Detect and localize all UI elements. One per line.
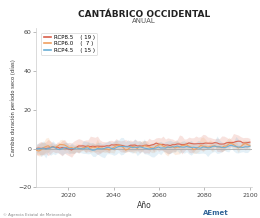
- Title: CANTÁBRICO OCCIDENTAL: CANTÁBRICO OCCIDENTAL: [78, 10, 210, 19]
- X-axis label: Año: Año: [137, 201, 152, 210]
- Legend: RCP8.5    ( 19 ), RCP6.0    (  7 ), RCP4.5    ( 15 ): RCP8.5 ( 19 ), RCP6.0 ( 7 ), RCP4.5 ( 15…: [41, 33, 97, 55]
- Text: AEmet: AEmet: [203, 210, 229, 216]
- Text: © Agencia Estatal de Meteorología: © Agencia Estatal de Meteorología: [3, 213, 71, 217]
- Y-axis label: Cambio duración período seco (días): Cambio duración período seco (días): [10, 60, 16, 156]
- Text: ANUAL: ANUAL: [132, 18, 156, 24]
